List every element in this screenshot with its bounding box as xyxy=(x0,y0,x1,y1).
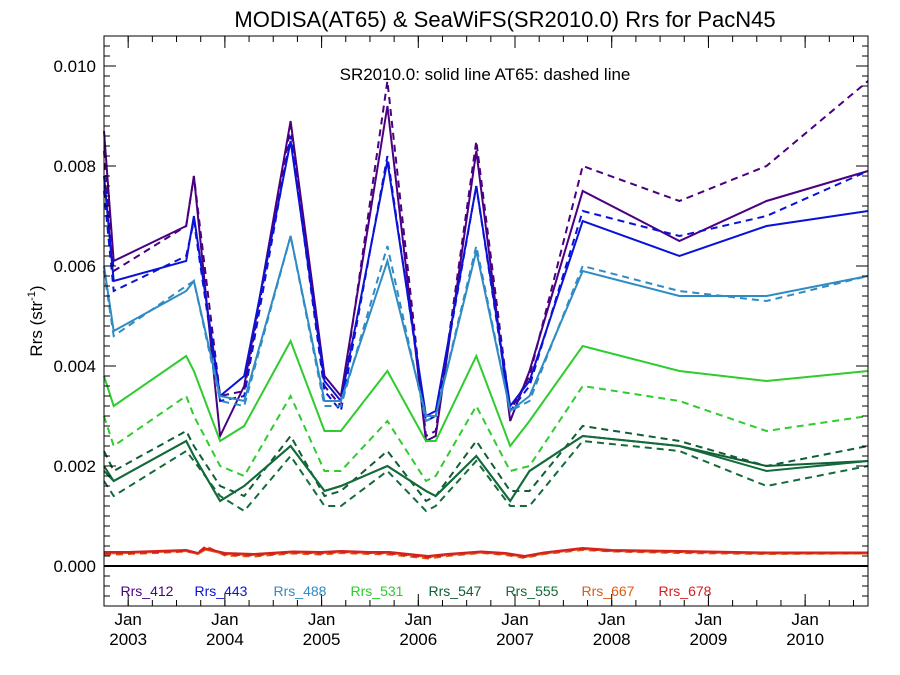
x-tick-year-label: 2003 xyxy=(109,630,147,649)
y-tick-label: 0.000 xyxy=(53,557,96,576)
x-tick-year-label: 2006 xyxy=(399,630,437,649)
series-rrs-488-dashed-line xyxy=(103,235,869,423)
x-tick-year-label: 2010 xyxy=(786,630,824,649)
legend-entry-rrs-488: Rrs_488 xyxy=(274,583,327,599)
x-tick-year-label: 2005 xyxy=(303,630,341,649)
series-rrs-531-dashed-line xyxy=(103,384,869,483)
series-lines xyxy=(103,80,869,560)
series-rrs-443-solid-line xyxy=(103,140,869,418)
y-tick-label: 0.002 xyxy=(53,457,96,476)
series-rrs-531-solid-line xyxy=(103,338,869,449)
y-axis-label: Rrs (str-1) xyxy=(26,285,46,356)
x-axis: Jan2003Jan2004Jan2005Jan2006Jan2007Jan20… xyxy=(103,36,854,649)
legend-entry-rrs-667: Rrs_667 xyxy=(582,583,635,599)
series-rrs-443-dashed-line xyxy=(103,135,869,423)
series-rrs-555-dashed-line xyxy=(103,439,869,513)
legend-entry-rrs-412: Rrs_412 xyxy=(121,583,174,599)
series-rrs-547-dashed-line xyxy=(103,424,869,503)
x-tick-month-label: Jan xyxy=(501,610,528,629)
x-tick-month-label: Jan xyxy=(308,610,335,629)
legend-entry-rrs-555: Rrs_555 xyxy=(506,583,559,599)
x-tick-year-label: 2007 xyxy=(496,630,534,649)
plot-frame xyxy=(103,35,869,607)
series-rrs-678-dashed-line xyxy=(103,545,868,559)
x-tick-month-label: Jan xyxy=(211,610,238,629)
series-rrs-488-solid-line xyxy=(103,235,869,417)
x-tick-year-label: 2004 xyxy=(206,630,244,649)
y-tick-label: 0.004 xyxy=(53,357,96,376)
legend-entry-rrs-547: Rrs_547 xyxy=(429,583,482,599)
y-tick-label: 0.008 xyxy=(53,157,96,176)
x-tick-year-label: 2008 xyxy=(593,630,631,649)
x-tick-month-label: Jan xyxy=(791,610,818,629)
y-tick-label: 0.010 xyxy=(53,57,96,76)
series-rrs-555-solid-line xyxy=(103,434,869,503)
legend-entry-rrs-678: Rrs_678 xyxy=(659,583,712,599)
chart-title: MODISA(AT65) & SeaWiFS(SR2010.0) Rrs for… xyxy=(234,7,775,32)
x-tick-month-label: Jan xyxy=(598,610,625,629)
line-style-annotation: SR2010.0: solid line AT65: dashed line xyxy=(340,65,631,84)
x-tick-month-label: Jan xyxy=(695,610,722,629)
legend-entry-rrs-531: Rrs_531 xyxy=(351,583,404,599)
x-tick-month-label: Jan xyxy=(114,610,141,629)
series-rrs-412-dashed-line xyxy=(103,80,869,438)
legend-entry-rrs-443: Rrs_443 xyxy=(195,583,248,599)
y-axis: 0.000 0.002 0.004 0.006 0.008 0.010 xyxy=(53,45,868,597)
series-rrs-678-solid-line xyxy=(104,546,868,558)
y-tick-label: 0.006 xyxy=(53,257,96,276)
x-tick-month-label: Jan xyxy=(405,610,432,629)
legend: Rrs_412 Rrs_443 Rrs_488 Rrs_531 Rrs_547 Rrs_5… xyxy=(121,583,712,599)
x-tick-year-label: 2009 xyxy=(690,630,728,649)
